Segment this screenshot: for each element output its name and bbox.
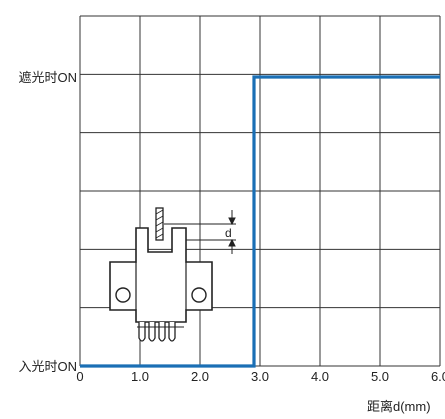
shutter-plate	[155, 207, 164, 241]
inset-diagram: d	[109, 207, 236, 342]
mount-hole-left	[115, 287, 131, 303]
x-axis-label: 距离d(mm)	[367, 399, 431, 414]
x-tick-label: 1.0	[131, 369, 149, 384]
y-tick-label: 遮光时ON	[18, 70, 77, 85]
series-layer	[80, 75, 440, 368]
grid	[79, 15, 441, 367]
y-tick-label: 入光时ON	[18, 359, 77, 374]
x-tick-labels: 0 1.0 2.0 3.0 4.0 5.0 6.0	[76, 369, 445, 384]
dimension-d-label: d	[225, 226, 232, 240]
x-tick-label: 0	[76, 369, 83, 384]
series-line	[80, 75, 440, 368]
mount-hole-right	[191, 287, 207, 303]
x-tick-label: 2.0	[191, 369, 209, 384]
sensor-body	[109, 227, 213, 323]
x-tick-label: 4.0	[311, 369, 329, 384]
x-tick-label: 5.0	[371, 369, 389, 384]
sensor-pins	[138, 322, 176, 342]
x-tick-label: 6.0	[431, 369, 445, 384]
x-tick-label: 3.0	[251, 369, 269, 384]
dimension-d-marker	[164, 210, 236, 254]
y-tick-labels: 遮光时ON 入光时ON	[18, 70, 77, 374]
